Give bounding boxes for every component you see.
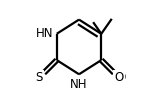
Text: HN: HN [36,27,54,40]
Text: S: S [35,71,43,84]
Text: NH: NH [70,78,88,91]
Text: O: O [114,71,124,84]
Text: S: S [33,71,41,84]
Text: O: O [116,71,125,84]
